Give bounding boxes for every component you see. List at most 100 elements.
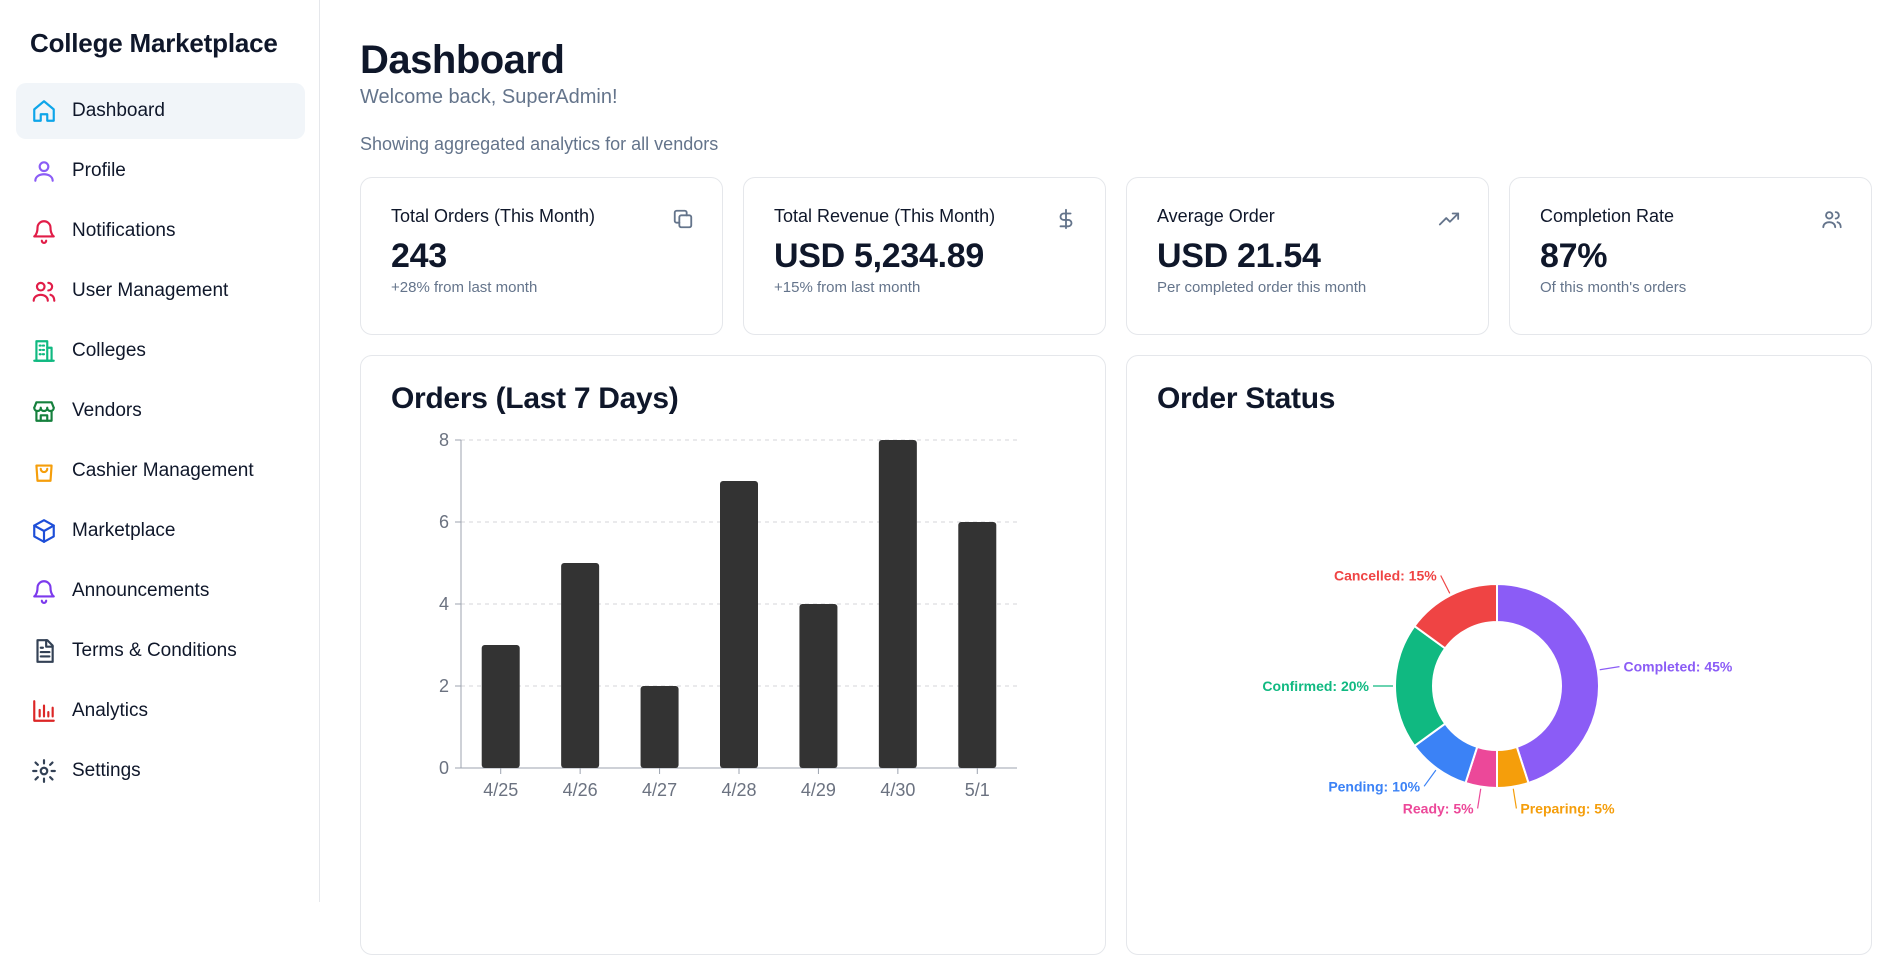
slice-label: Ready: 5% <box>1403 800 1474 816</box>
sidebar-item-label: Announcements <box>72 580 210 601</box>
sidebar-item-settings[interactable]: Settings <box>16 743 305 799</box>
stat-card: Total Revenue (This Month) USD 5,234.89 +1… <box>743 177 1106 335</box>
y-tick-label: 6 <box>439 512 449 532</box>
x-tick-label: 4/27 <box>642 780 677 800</box>
sidebar-item-label: Notifications <box>72 220 176 241</box>
sidebar-item-terms-and-conditions[interactable]: Terms & Conditions <box>16 623 305 679</box>
bar[interactable] <box>720 481 758 768</box>
y-tick-label: 8 <box>439 432 449 450</box>
sidebar-item-label: User Management <box>72 280 229 301</box>
bar[interactable] <box>640 686 679 768</box>
gear-icon <box>30 757 58 785</box>
slice-label: Pending: 10% <box>1328 778 1420 794</box>
orders-chart-card: Orders (Last 7 Days) 0 2 4 6 8 4/25 4/26 4/27 4/… <box>360 355 1106 955</box>
copy-icon <box>672 208 694 230</box>
bar[interactable] <box>561 563 600 768</box>
sidebar-item-user-management[interactable]: User Management <box>16 263 305 319</box>
slice-label: Completed: 45% <box>1623 659 1732 675</box>
sidebar-item-label: Marketplace <box>72 520 176 541</box>
stat-title: Completion Rate <box>1540 206 1675 226</box>
stat-card: Completion Rate 87% Of this month's orders <box>1509 177 1872 335</box>
stat-title: Total Orders (This Month) <box>391 206 596 226</box>
order-status-title: Order Status <box>1157 382 1336 415</box>
sidebar-item-vendors[interactable]: Vendors <box>16 383 305 439</box>
bar[interactable] <box>799 604 838 768</box>
stat-card: Average Order USD 21.54 Per completed orde… <box>1126 177 1489 335</box>
sidebar-item-label: Vendors <box>72 400 142 421</box>
slice-leader-line <box>1440 575 1451 594</box>
stat-subtext: Per completed order this month <box>1157 279 1367 296</box>
users-icon <box>1821 208 1843 230</box>
stat-value: USD 5,234.89 <box>774 237 984 275</box>
sidebar-item-profile[interactable]: Profile <box>16 143 305 199</box>
bell-icon <box>30 577 58 605</box>
store-icon <box>30 397 58 425</box>
stat-subtext: +15% from last month <box>774 279 921 296</box>
slice-label: Preparing: 5% <box>1520 800 1615 816</box>
slice-leader-line <box>1512 788 1517 809</box>
order-status-donut-chart: Completed: 45% Preparing: 5% Ready: 5% Pend… <box>1262 568 1733 817</box>
sidebar-item-label: Settings <box>72 760 141 781</box>
sidebar: College Marketplace Dashboard Profile Noti… <box>0 0 320 902</box>
slice-label: Confirmed: 20% <box>1262 678 1369 694</box>
sidebar-item-label: Analytics <box>72 700 149 721</box>
y-tick-label: 0 <box>439 758 449 778</box>
x-tick-label: 4/30 <box>880 780 915 800</box>
file-text-icon <box>30 637 58 665</box>
x-tick-label: 4/25 <box>483 780 518 800</box>
stat-value: 87% <box>1540 237 1608 275</box>
y-tick-label: 4 <box>439 594 449 614</box>
users-icon <box>30 277 58 305</box>
welcome-text: Welcome back, SuperAdmin! <box>360 86 618 108</box>
bell-icon <box>30 217 58 245</box>
orders-chart-title: Orders (Last 7 Days) <box>391 382 679 415</box>
stat-title: Average Order <box>1157 206 1275 226</box>
x-tick-label: 4/26 <box>563 780 598 800</box>
sidebar-item-label: Colleges <box>72 340 146 361</box>
aggregate-note: Showing aggregated analytics for all ven… <box>360 134 719 154</box>
sidebar-item-announcements[interactable]: Announcements <box>16 563 305 619</box>
main-content: Dashboard Welcome back, SuperAdmin! Show… <box>320 0 1893 955</box>
home-icon <box>30 97 58 125</box>
bar[interactable] <box>958 522 997 768</box>
building-icon <box>30 337 58 365</box>
sidebar-nav: Dashboard Profile Notifications User Manage… <box>16 83 305 799</box>
slice-leader-line <box>1477 788 1482 809</box>
package-icon <box>30 517 58 545</box>
sidebar-item-label: Cashier Management <box>72 460 254 481</box>
orders-bar-chart: 0 2 4 6 8 4/25 4/26 4/27 4/28 4/29 4/30 5/1 <box>439 432 1017 800</box>
sidebar-item-notifications[interactable]: Notifications <box>16 203 305 259</box>
trending-up-icon <box>1438 208 1460 230</box>
sidebar-item-label: Terms & Conditions <box>72 640 237 661</box>
sidebar-item-cashier-management[interactable]: Cashier Management <box>16 443 305 499</box>
stats-row: Total Orders (This Month) 243 +28% from la… <box>360 177 1872 335</box>
stat-title: Total Revenue (This Month) <box>774 206 996 226</box>
bar[interactable] <box>878 440 917 768</box>
charts-row: Orders (Last 7 Days) 0 2 4 6 8 4/25 4/26 4/27 4/… <box>360 355 1893 955</box>
sidebar-item-label: Dashboard <box>72 100 165 121</box>
sidebar-item-marketplace[interactable]: Marketplace <box>16 503 305 559</box>
bar[interactable] <box>481 645 520 768</box>
stat-subtext: Of this month's orders <box>1540 279 1687 296</box>
user-icon <box>30 157 58 185</box>
sidebar-item-label: Profile <box>72 160 126 181</box>
stat-subtext: +28% from last month <box>391 279 538 296</box>
bar-chart-icon <box>30 697 58 725</box>
sidebar-item-analytics[interactable]: Analytics <box>16 683 305 739</box>
x-tick-label: 5/1 <box>965 780 990 800</box>
stat-value: 243 <box>391 237 447 275</box>
brand-title: College Marketplace <box>30 28 278 58</box>
dollar-icon <box>1055 208 1077 230</box>
sidebar-item-dashboard[interactable]: Dashboard <box>16 83 305 139</box>
slice-leader-line <box>1423 769 1437 787</box>
x-tick-label: 4/28 <box>721 780 756 800</box>
stat-value: USD 21.54 <box>1157 237 1321 275</box>
slice-label: Cancelled: 15% <box>1334 568 1437 584</box>
slice-leader-line <box>1599 666 1620 671</box>
donut-slice[interactable] <box>1413 582 1498 650</box>
x-tick-label: 4/29 <box>801 780 836 800</box>
sidebar-item-colleges[interactable]: Colleges <box>16 323 305 379</box>
y-tick-label: 2 <box>439 676 449 696</box>
donut-slice[interactable] <box>1496 582 1600 785</box>
